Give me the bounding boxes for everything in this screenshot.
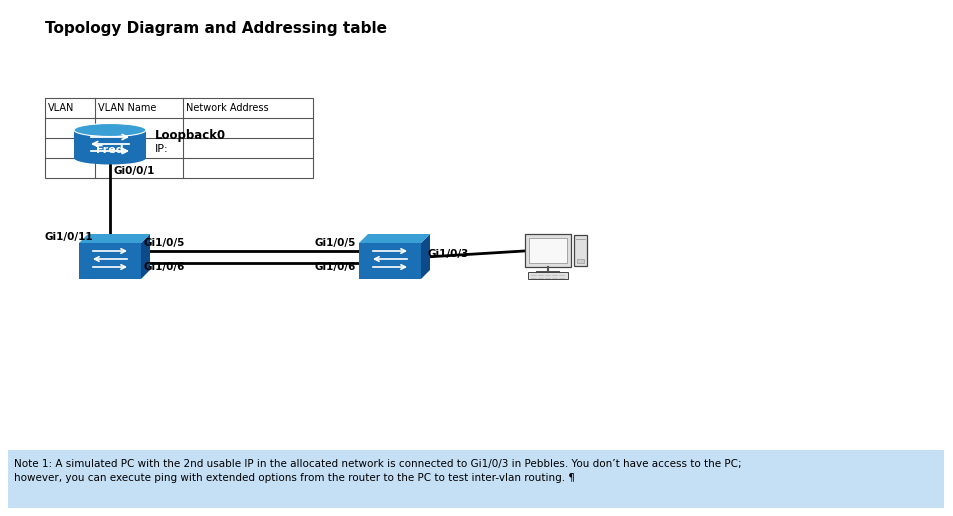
Text: Wilma: Wilma	[90, 281, 131, 294]
Bar	[79, 243, 141, 279]
Text: Topology Diagram and Addressing table: Topology Diagram and Addressing table	[45, 21, 387, 36]
Ellipse shape	[74, 123, 146, 137]
Bar	[527, 272, 567, 279]
Text: Loopback0: Loopback0	[154, 130, 226, 142]
Text: Gi1/0/6: Gi1/0/6	[144, 262, 185, 272]
Text: VLAN: VLAN	[48, 103, 74, 113]
Text: Gi1/0/6: Gi1/0/6	[314, 262, 355, 272]
Text: Fred: Fred	[96, 145, 124, 155]
Text: Note 1: A simulated PC with the 2nd usable IP in the allocated network is connec: Note 1: A simulated PC with the 2nd usab…	[14, 459, 740, 483]
Bar	[358, 243, 420, 279]
Bar	[74, 130, 146, 158]
Text: Gi1/0/3: Gi1/0/3	[428, 249, 469, 259]
Text: Pebbles: Pebbles	[363, 281, 416, 294]
Text: Gi0/0/1: Gi0/0/1	[113, 166, 155, 176]
Text: Network Address: Network Address	[186, 103, 269, 113]
Text: Gi1/0/5: Gi1/0/5	[314, 238, 355, 248]
Polygon shape	[79, 234, 150, 243]
Bar	[524, 234, 571, 267]
Polygon shape	[141, 234, 150, 279]
Text: Gi1/0/11: Gi1/0/11	[45, 232, 93, 242]
Text: IP:: IP:	[154, 144, 169, 154]
Polygon shape	[420, 234, 430, 279]
Bar	[577, 259, 583, 263]
Bar	[574, 235, 586, 266]
Bar	[8, 450, 943, 508]
Text: VLAN Name: VLAN Name	[98, 103, 156, 113]
Text: Gi1/0/5: Gi1/0/5	[144, 238, 185, 248]
Ellipse shape	[74, 152, 146, 165]
Polygon shape	[358, 234, 430, 243]
Bar	[529, 238, 566, 263]
Bar	[45, 98, 313, 178]
